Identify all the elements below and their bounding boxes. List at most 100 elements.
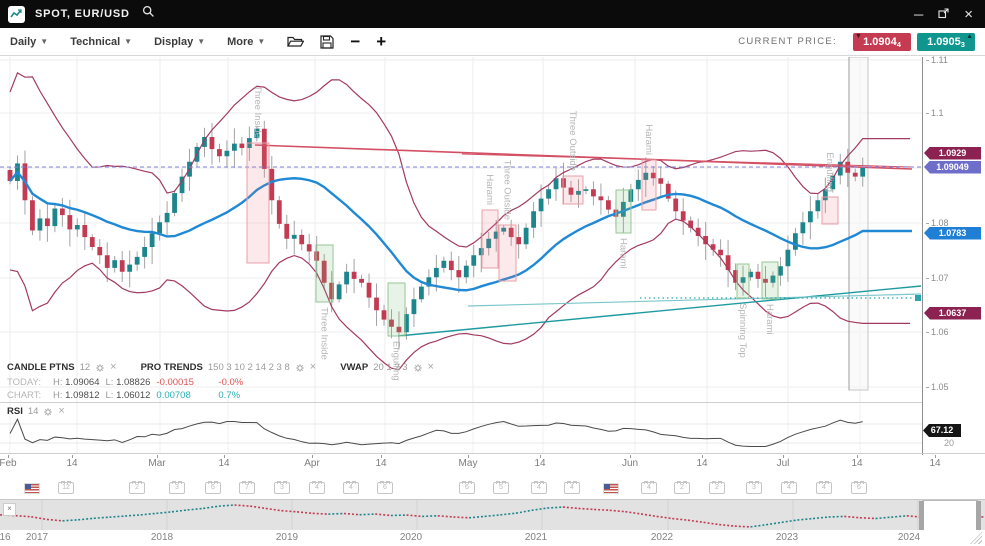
calendar-event-icon[interactable]: 5 <box>493 481 509 494</box>
chevron-down-icon: ▼ <box>124 37 133 46</box>
window-title: SPOT, EUR/USD <box>35 8 130 20</box>
indicator-params: 12 <box>79 362 91 373</box>
calendar-event-icon[interactable]: 6 <box>459 481 475 494</box>
menu-more[interactable]: More ▼ <box>227 35 266 48</box>
close-icon[interactable]: × <box>110 361 117 373</box>
pattern-label: Spinning Top <box>737 303 748 358</box>
gear-icon[interactable] <box>95 363 105 373</box>
gear-icon[interactable] <box>43 407 53 417</box>
price-tick-label: 1.07 <box>926 273 949 283</box>
pattern-box <box>315 244 334 303</box>
toolbar: Daily ▼ Technical ▼ Display ▼ More ▼ − + CUR… <box>0 28 985 56</box>
indicator-row: CANDLE PTNS 12 × PRO TRENDS 150 3 10 2 1… <box>7 361 434 374</box>
rsi-chart-svg[interactable] <box>0 403 922 453</box>
arrow-up-icon: ▲ <box>966 32 973 40</box>
calendar-event-icon[interactable]: 4 <box>641 481 657 494</box>
menu-technical[interactable]: Technical ▼ <box>70 35 133 48</box>
calendar-event-icon[interactable]: 2 <box>129 481 145 494</box>
us-flag-event-icon[interactable] <box>603 483 619 494</box>
rsi-axis-tick: 20 <box>944 438 955 448</box>
close-icon[interactable]: × <box>309 361 317 373</box>
date-axis-label: Feb <box>0 458 17 469</box>
navigator-close-button[interactable]: × <box>3 503 16 516</box>
navigator-selection-window[interactable] <box>919 500 981 532</box>
rsi-line <box>9 418 863 447</box>
calendar-event-icon[interactable]: 4 <box>309 481 325 494</box>
pattern-label: Harami <box>643 124 654 155</box>
gear-icon[interactable] <box>295 363 305 373</box>
open-folder-icon[interactable] <box>287 35 305 49</box>
calendar-event-icon[interactable]: 6 <box>205 481 221 494</box>
app-logo-icon <box>8 5 25 23</box>
calendar-event-icon[interactable]: 4 <box>531 481 547 494</box>
minimize-button[interactable]: ─ <box>914 6 924 22</box>
calendar-event-icon[interactable]: 4 <box>781 481 797 494</box>
chevron-down-icon: ▼ <box>197 37 206 46</box>
pattern-box <box>498 224 517 282</box>
calendar-event-icon[interactable]: 6 <box>851 481 867 494</box>
title-bar: SPOT, EUR/USD ─ × <box>0 0 985 28</box>
calendar-event-icon[interactable]: 7 <box>239 481 255 494</box>
stats-row-today: TODAY: H: 1.09064 L: 1.08826 -0.00015 -0… <box>7 377 244 388</box>
navigator-svg <box>0 500 985 530</box>
calendar-event-icon[interactable]: 3 <box>746 481 762 494</box>
price-axis[interactable]: 1.11 1.1 1.08 1.07 1.06 1.05 1.0929 1.09049 1.07… <box>922 55 985 455</box>
date-axis-label: 14 <box>534 458 546 469</box>
rsi-period: 14 <box>27 406 39 417</box>
nav-year-label: 2017 <box>25 532 49 543</box>
calendar-event-icon[interactable]: 6 <box>377 481 393 494</box>
pattern-box <box>246 142 270 264</box>
ask-price-badge: 1.0905 3 ▲ <box>917 32 975 51</box>
trend-line <box>461 153 913 168</box>
change-value: -0.00015 <box>156 377 194 388</box>
date-axis-label: May <box>458 458 478 469</box>
zoom-in-button[interactable]: + <box>376 32 387 51</box>
navigator-left-handle[interactable] <box>919 501 924 532</box>
nav-year-label: 2021 <box>524 532 548 543</box>
calendar-event-icon[interactable]: 4 <box>564 481 580 494</box>
calendar-event-icon[interactable]: 2 <box>674 481 690 494</box>
calendar-event-icon[interactable]: 12 <box>58 481 74 494</box>
rsi-name: RSI <box>7 406 23 417</box>
price-badge: 1.0783 <box>924 226 981 240</box>
calendar-event-icon[interactable]: 3 <box>169 481 185 494</box>
candles-layer <box>7 120 866 350</box>
close-button[interactable]: × <box>964 5 973 23</box>
indicator-params: 20 1 2 3 <box>373 362 408 373</box>
change-percent: 0.7% <box>218 390 241 401</box>
rsi-value-badge: 67.12 <box>923 424 961 437</box>
indicator-params: 150 3 10 2 14 2 3 8 <box>207 362 290 373</box>
chevron-down-icon: ▼ <box>40 37 49 46</box>
nav-year-label: 2022 <box>650 532 674 543</box>
calendar-event-icon[interactable]: 4 <box>816 481 832 494</box>
date-axis-label: Apr <box>304 458 320 469</box>
close-icon[interactable]: × <box>427 361 434 373</box>
indicator-name: PRO TRENDS <box>140 362 203 373</box>
save-icon[interactable] <box>320 34 334 49</box>
range-navigator[interactable]: × <box>0 499 985 532</box>
change-percent: -0.0% <box>218 377 244 388</box>
pattern-label: Three Outside <box>502 160 513 220</box>
zoom-out-button[interactable]: − <box>350 32 361 51</box>
popout-button[interactable] <box>938 7 949 21</box>
arrow-down-icon: ▼ <box>855 32 862 40</box>
calendar-event-icon[interactable]: 3 <box>274 481 290 494</box>
search-icon[interactable] <box>142 5 155 23</box>
price-badge: 1.0637 <box>924 306 981 320</box>
pattern-label: Harami <box>484 174 495 205</box>
window-controls: ─ × <box>914 7 985 22</box>
gear-icon[interactable] <box>413 363 423 373</box>
moving-average-line <box>9 170 912 292</box>
pattern-box <box>641 159 657 211</box>
navigator-right-handle[interactable] <box>976 501 981 532</box>
menu-timeframe[interactable]: Daily ▼ <box>10 35 49 48</box>
calendar-event-icon[interactable]: 4 <box>343 481 359 494</box>
close-icon[interactable]: × <box>58 405 65 417</box>
calendar-event-icon[interactable]: 2 <box>709 481 725 494</box>
date-axis-label: 14 <box>851 458 863 469</box>
nav-year-label: 2019 <box>275 532 299 543</box>
us-flag-event-icon[interactable] <box>24 483 40 494</box>
menu-display[interactable]: Display ▼ <box>154 35 206 48</box>
date-axis-label: Jul <box>776 458 790 469</box>
